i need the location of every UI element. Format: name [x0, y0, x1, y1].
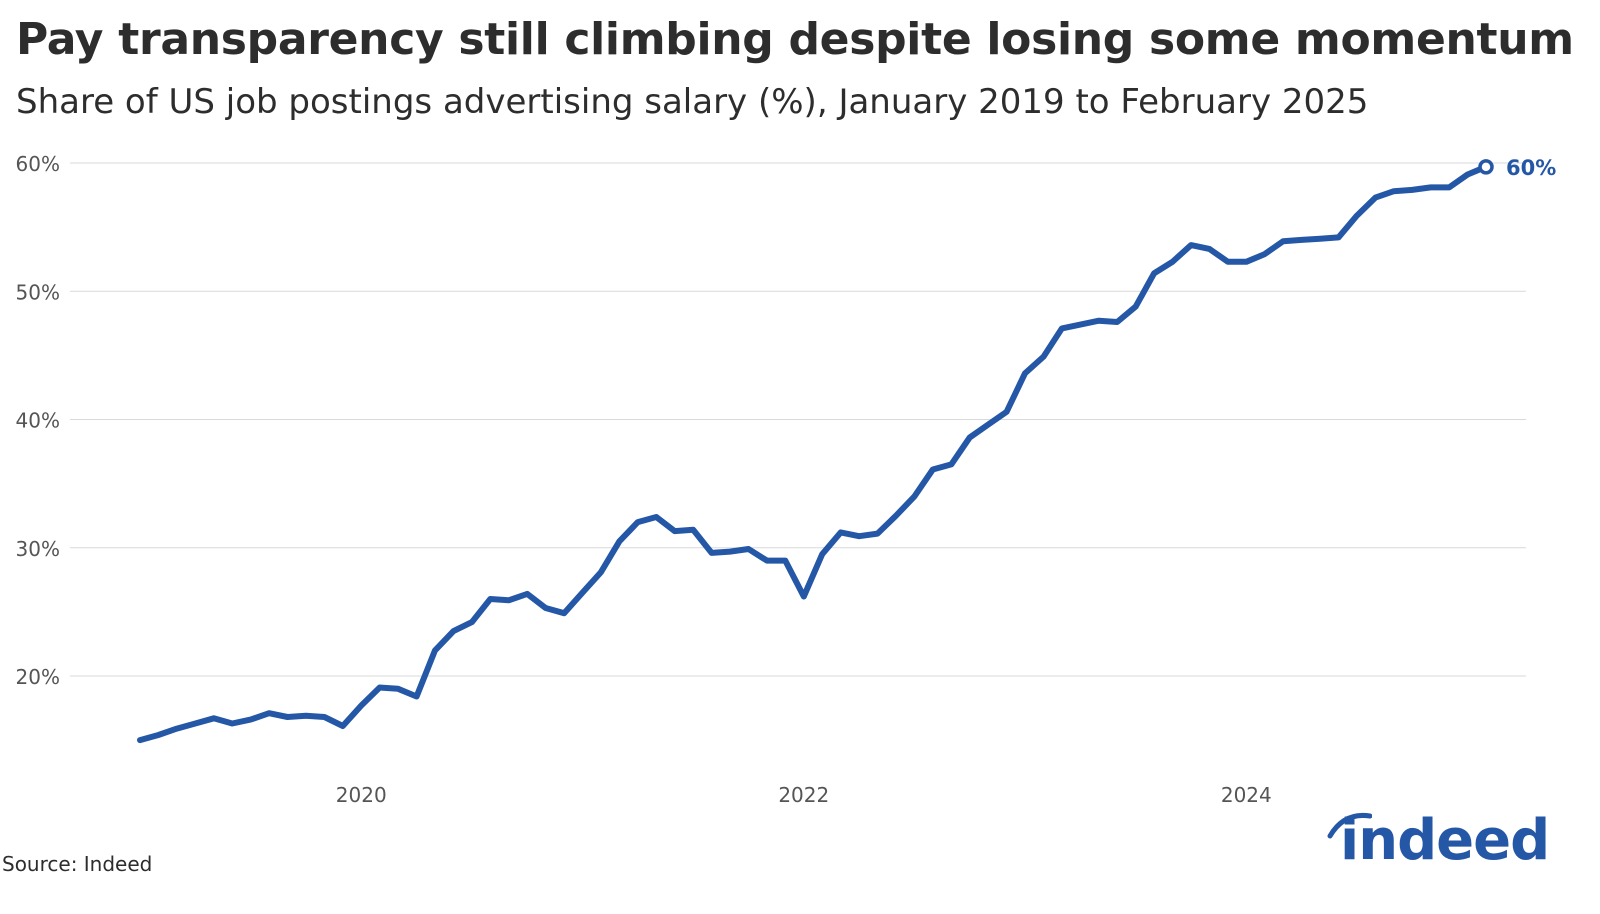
chart-subtitle: Share of US job postings advertising sal… — [16, 82, 1369, 122]
indeed-logo-arc-icon — [1327, 812, 1372, 839]
y-tick-label: 30% — [16, 537, 60, 561]
x-tick-label: 2024 — [1221, 783, 1272, 807]
x-tick-label: 2022 — [778, 783, 829, 807]
source-note: Source: Indeed — [2, 852, 153, 876]
end-marker-layer: 60% — [1506, 156, 1556, 180]
x-axis-ticks: 2020 2022 2024 — [336, 783, 1272, 807]
y-tick-label: 40% — [16, 409, 60, 433]
indeed-logo: indeed — [1340, 808, 1550, 873]
series-line — [137, 163, 1489, 744]
y-axis-ticks: 20% 30% 40% 50% 60% — [16, 152, 60, 689]
y-tick-label: 20% — [16, 665, 60, 689]
end-value-label: 60% — [1506, 156, 1556, 180]
y-tick-label: 50% — [16, 280, 60, 304]
end-point-marker — [1478, 159, 1494, 175]
gridlines — [70, 162, 1526, 677]
chart-title: Pay transparency still climbing despite … — [16, 14, 1574, 65]
series-layer — [137, 159, 1494, 744]
x-tick-label: 2020 — [336, 783, 387, 807]
y-tick-label: 60% — [16, 152, 60, 176]
